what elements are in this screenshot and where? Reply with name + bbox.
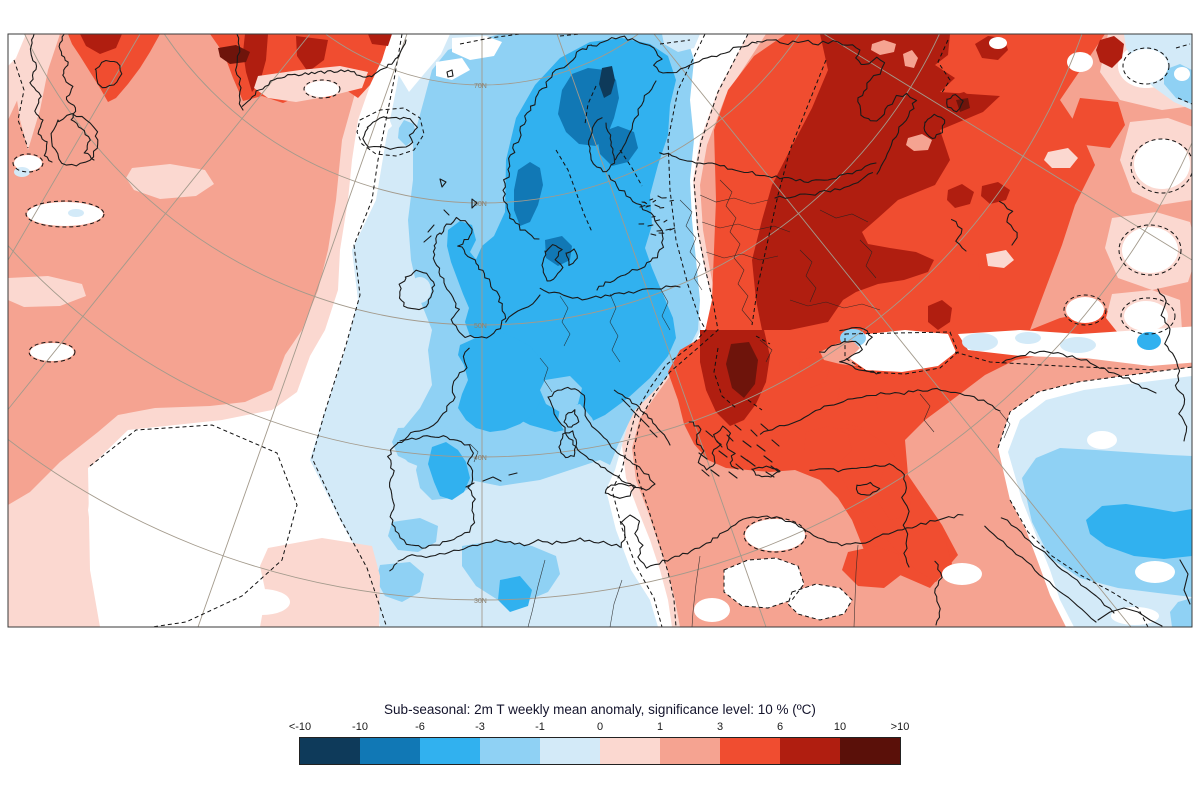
svg-text:40N: 40N (474, 455, 487, 462)
svg-text:60N: 60N (474, 201, 487, 208)
svg-text:50N: 50N (474, 323, 487, 330)
svg-text:70N: 70N (474, 83, 487, 90)
svg-text:30N: 30N (474, 598, 487, 605)
